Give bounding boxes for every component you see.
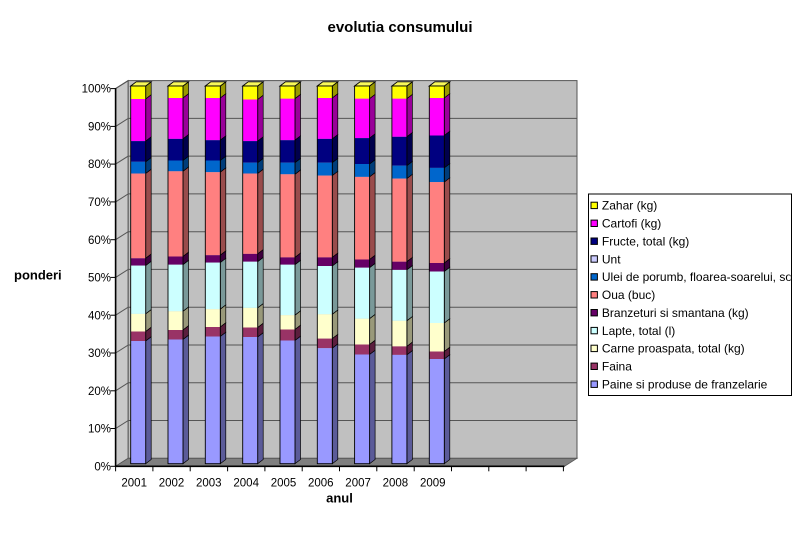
svg-text:0%: 0% [94,461,111,473]
svg-text:Fructe, total (kg): Fructe, total (kg) [602,235,689,249]
svg-text:80%: 80% [88,159,111,171]
svg-text:2009: 2009 [420,478,446,490]
svg-text:60%: 60% [88,235,111,247]
svg-text:90%: 90% [88,122,111,134]
svg-text:40%: 40% [88,310,111,322]
svg-text:2003: 2003 [196,478,222,490]
svg-text:Oua (buc): Oua (buc) [602,288,655,302]
svg-text:anul: anul [326,491,353,506]
svg-text:30%: 30% [88,348,111,360]
svg-text:2005: 2005 [271,478,297,490]
svg-text:ponderi: ponderi [14,268,62,283]
svg-text:Faina: Faina [602,360,632,374]
svg-text:Unt: Unt [602,252,621,266]
svg-text:2008: 2008 [383,478,409,490]
svg-text:evolutia consumului: evolutia consumului [327,19,472,36]
svg-text:2001: 2001 [121,478,147,490]
svg-text:Branzeturi si smantana (kg): Branzeturi si smantana (kg) [602,306,749,320]
svg-text:2007: 2007 [345,478,371,490]
svg-text:Zahar (kg): Zahar (kg) [602,199,657,213]
svg-text:20%: 20% [88,386,111,398]
svg-text:50%: 50% [88,273,111,285]
svg-text:70%: 70% [88,197,111,209]
svg-text:2006: 2006 [308,478,334,490]
svg-text:Ulei de porumb, floarea-soarel: Ulei de porumb, floarea-soarelui, soia [602,270,800,284]
svg-text:Carne proaspata, total (kg): Carne proaspata, total (kg) [602,342,745,356]
svg-text:2002: 2002 [159,478,185,490]
svg-text:10%: 10% [88,424,111,436]
svg-text:Paine si produse de franzelari: Paine si produse de franzelarie [602,378,768,392]
svg-text:100%: 100% [82,84,111,96]
svg-text:Cartofi (kg): Cartofi (kg) [602,217,661,231]
svg-text:2004: 2004 [233,478,259,490]
svg-text:Lapte, total (l): Lapte, total (l) [602,324,675,338]
